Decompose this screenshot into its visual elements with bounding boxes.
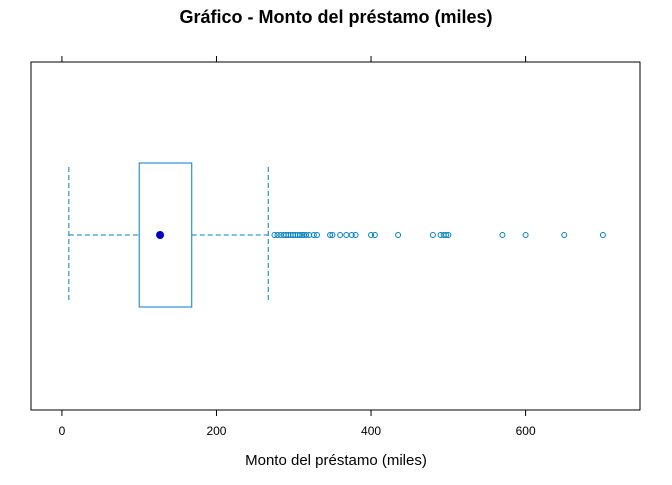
- tick-label-200: 200: [206, 424, 226, 438]
- chart-title: Gráfico - Monto del préstamo (miles): [179, 7, 492, 27]
- outlier-point-1: [274, 232, 281, 238]
- bottom-axis: 0 200 400 600: [59, 410, 536, 438]
- outlier-point-33: [561, 232, 568, 238]
- outlier-point-25: [395, 232, 402, 238]
- outlier-point-17: [327, 232, 334, 238]
- outlier-point-30: [445, 232, 452, 238]
- tick-label-400: 400: [361, 424, 381, 438]
- outlier-point-18: [329, 232, 336, 238]
- outlier-point-19: [337, 232, 344, 238]
- outlier-point-20: [343, 232, 350, 238]
- outlier-point-15: [310, 232, 317, 238]
- x-axis-label: Monto del préstamo (miles): [245, 452, 427, 469]
- outlier-point-34: [599, 232, 606, 238]
- outlier-point-22: [352, 232, 359, 238]
- outlier-point-26: [429, 232, 436, 238]
- outlier-point-29: [443, 232, 450, 238]
- box-group: [68, 162, 269, 308]
- outlier-point-31: [499, 232, 506, 238]
- tick-label-600: 600: [516, 424, 536, 438]
- outlier-point-23: [368, 232, 375, 238]
- outlier-point-0: [271, 232, 278, 238]
- plot-frame: [30, 61, 641, 411]
- tick-label-0: 0: [59, 424, 66, 438]
- median-dot: [156, 231, 165, 239]
- outlier-group: [271, 232, 606, 238]
- outlier-point-21: [348, 232, 355, 238]
- outlier-point-13: [303, 232, 310, 238]
- outlier-point-10: [296, 232, 303, 238]
- box-iqr: [138, 162, 193, 308]
- outlier-point-24: [371, 232, 378, 238]
- outlier-point-32: [522, 232, 529, 238]
- outlier-point-16: [313, 232, 320, 238]
- top-axis: [61, 56, 527, 62]
